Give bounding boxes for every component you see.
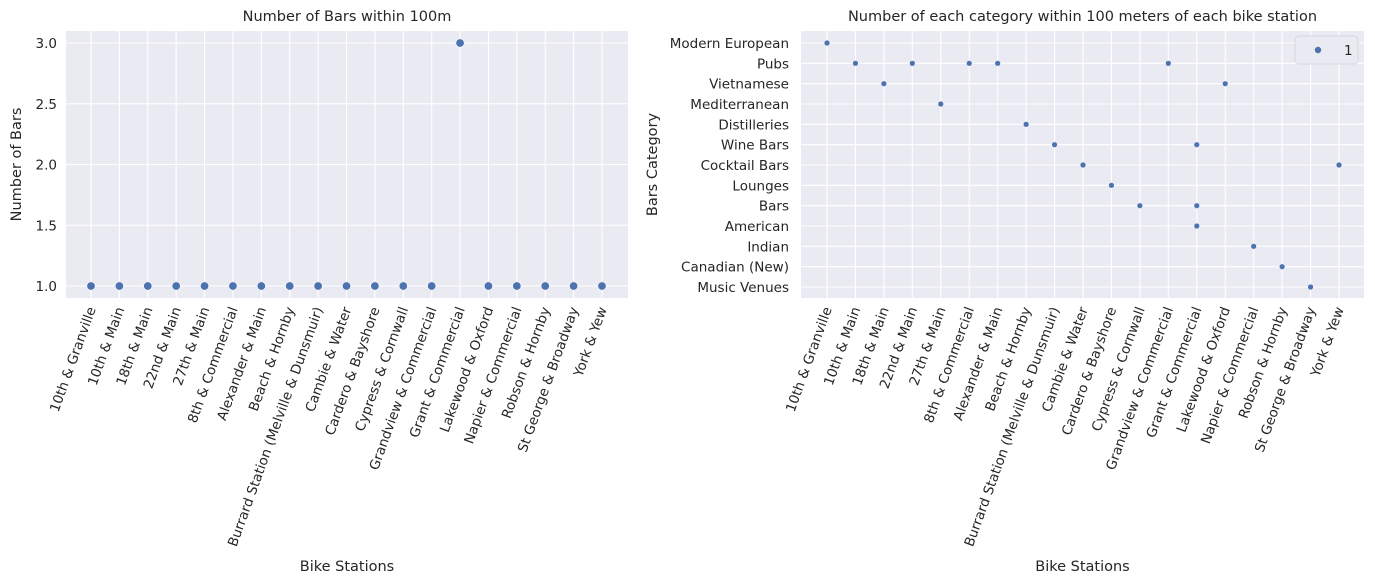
- data-point: [285, 281, 295, 291]
- y-tick-label: Vietnamese: [709, 77, 789, 93]
- y-tick-labels: 1.0 1.5 2.0 2.5 3.0: [36, 36, 57, 295]
- data-point: [1222, 81, 1228, 87]
- data-point: [512, 281, 522, 291]
- y-tick-label: 2.0: [36, 158, 57, 174]
- data-point: [909, 60, 915, 66]
- y-tick-label: Pubs: [757, 56, 789, 72]
- data-point: [313, 281, 323, 291]
- data-points: [824, 40, 1342, 290]
- y-tick-label: Canadian (New): [681, 260, 789, 276]
- data-point: [200, 281, 210, 291]
- data-point: [569, 281, 579, 291]
- data-point: [483, 281, 493, 291]
- y-tick-label: Mediterranean: [690, 97, 789, 113]
- data-point: [455, 38, 465, 48]
- data-point: [341, 281, 351, 291]
- y-axis-label: Number of Bars: [9, 108, 25, 222]
- gridlines: [66, 31, 628, 298]
- data-point: [1279, 264, 1285, 270]
- data-point: [1194, 223, 1200, 229]
- data-point: [143, 281, 153, 291]
- data-point: [1194, 203, 1200, 209]
- y-tick-label: 3.0: [36, 36, 57, 52]
- data-point: [597, 281, 607, 291]
- data-point: [1307, 284, 1314, 290]
- data-point: [1251, 243, 1257, 249]
- data-point: [1023, 121, 1029, 127]
- data-points: [86, 38, 607, 291]
- data-point: [1336, 162, 1342, 168]
- data-point: [995, 60, 1001, 66]
- y-tick-label: 1.5: [36, 218, 57, 234]
- y-tick-label: Music Venues: [697, 280, 789, 296]
- legend: 1: [1294, 35, 1359, 65]
- x-axis-label: Bike Stations: [1035, 559, 1130, 575]
- gridlines: [801, 31, 1364, 298]
- data-point: [1194, 142, 1200, 148]
- data-point: [427, 281, 437, 291]
- y-tick-label: Modern European: [670, 36, 789, 52]
- legend-box: [1294, 35, 1359, 65]
- data-point: [370, 281, 380, 291]
- data-point: [1051, 142, 1058, 148]
- data-point: [398, 281, 408, 291]
- y-tick-label: Cocktail Bars: [701, 158, 789, 174]
- y-tick-label: 1.0: [36, 279, 57, 295]
- data-point: [1080, 162, 1086, 168]
- chart-title: Number of Bars within 100m: [243, 9, 452, 25]
- y-tick-labels: Modern European Pubs Vietnamese Mediterrane…: [670, 36, 789, 296]
- data-point: [256, 281, 266, 291]
- data-point: [540, 281, 550, 291]
- y-tick-label: Bars: [759, 199, 789, 215]
- legend-marker: [1314, 46, 1322, 54]
- y-tick-label: Lounges: [732, 178, 789, 194]
- data-point: [824, 40, 830, 46]
- data-point: [1108, 182, 1115, 188]
- y-tick-label: Indian: [747, 239, 789, 255]
- x-tick-label: 10th & Granville: [783, 305, 836, 414]
- data-point: [1137, 203, 1143, 209]
- chart-category-by-station: Modern European Pubs Vietnamese Mediterrane…: [645, 9, 1364, 575]
- data-point: [852, 60, 859, 66]
- data-point: [966, 60, 972, 66]
- data-point: [938, 101, 944, 107]
- data-point: [1165, 60, 1171, 66]
- chart-title: Number of each category within 100 meter…: [848, 9, 1317, 25]
- y-tick-label: 2.5: [36, 97, 57, 113]
- y-tick-label: Wine Bars: [721, 138, 789, 154]
- data-point: [171, 281, 181, 291]
- y-axis-label: Bars Category: [645, 112, 661, 216]
- x-axis-label: Bike Stations: [300, 559, 395, 575]
- x-tick-label: 10th & Granville: [47, 305, 100, 414]
- data-point: [86, 281, 96, 291]
- legend-label: 1: [1344, 43, 1353, 59]
- y-tick-label: American: [725, 219, 789, 235]
- y-tick-label: Distilleries: [718, 117, 789, 133]
- data-point: [114, 281, 124, 291]
- data-point: [881, 81, 887, 87]
- data-point: [228, 281, 238, 291]
